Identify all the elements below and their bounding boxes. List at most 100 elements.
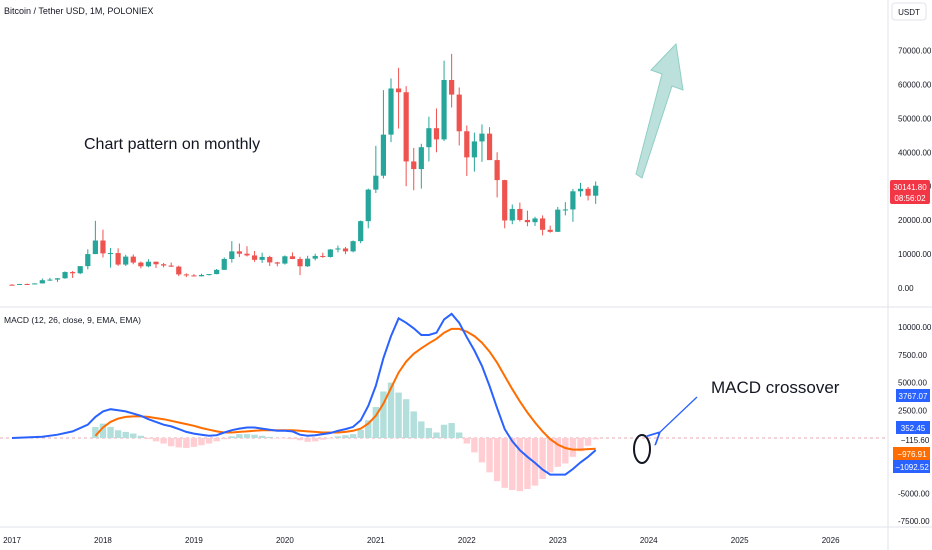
histogram-bar	[251, 434, 258, 438]
histogram-bar	[205, 438, 213, 444]
histogram-bar	[524, 438, 531, 489]
histogram-bar	[130, 433, 137, 438]
histogram-bar	[92, 426, 99, 438]
candle-body	[426, 128, 432, 148]
macd-tick-label: -5000.00	[898, 489, 930, 498]
candle-body	[555, 209, 561, 232]
candle-body	[305, 258, 311, 267]
currency-box[interactable]	[891, 2, 927, 21]
macd-value-tags: 3767.07 352.45 −115.60 −976.91 −1092.52	[893, 389, 930, 473]
candle-body	[236, 251, 242, 254]
macd-tick-label: 7500.00	[898, 351, 927, 360]
macd-tick-label: 2500.00	[898, 406, 927, 415]
candle-body	[176, 266, 182, 275]
candle-body	[92, 240, 98, 255]
last-price-value: 30141.80	[893, 183, 927, 192]
histogram-bar	[327, 438, 334, 439]
candle-body	[39, 280, 45, 284]
candle-body	[365, 189, 371, 222]
histogram-bar	[357, 429, 364, 438]
candle-body	[274, 262, 280, 264]
year-label: 2023	[549, 536, 567, 545]
macd-tag-macd: −1092.52	[895, 463, 929, 472]
histogram-bar	[418, 421, 425, 438]
candle-body	[388, 88, 394, 135]
currency-label: USDT	[898, 8, 920, 17]
candle-body	[532, 218, 538, 223]
histogram-bar	[274, 438, 281, 439]
candle-body	[358, 221, 364, 242]
projection-arrow[interactable]	[635, 42, 684, 179]
macd-tick-label: 10000.00	[898, 323, 932, 332]
candle-body	[297, 258, 303, 267]
histogram-bar	[160, 438, 167, 444]
candle-body	[145, 261, 152, 267]
candle-body	[547, 229, 553, 232]
histogram-bar	[236, 434, 243, 438]
price-tick-label: 20000.00	[898, 216, 932, 225]
candle-body	[100, 240, 106, 254]
histogram-bar	[334, 436, 342, 438]
candle-body	[229, 251, 235, 259]
candle-body	[123, 256, 129, 265]
histogram-bar	[183, 438, 190, 448]
candle-body	[267, 256, 273, 263]
candle-body	[289, 256, 296, 259]
candle-body	[593, 185, 599, 196]
time-axis[interactable]: 2017 2018 2019 2020 2021 2022 2023 2024 2025 2026	[3, 536, 840, 545]
last-price-tag: 30141.80 08:56:02	[890, 180, 930, 204]
candle-body	[251, 255, 258, 260]
histogram-bar	[152, 438, 160, 442]
histogram-bar	[493, 438, 501, 482]
candle-body	[486, 133, 493, 161]
histogram-bar	[539, 438, 546, 479]
macd-tag-hist: 352.45	[901, 424, 926, 433]
histogram-bar	[342, 435, 349, 438]
candle-body	[221, 258, 227, 270]
histogram-bar	[463, 438, 470, 444]
year-label: 2018	[94, 536, 112, 545]
histogram-bar	[99, 423, 107, 438]
symbol-title[interactable]: Bitcoin / Tether USD, 1M, POLONIEX	[4, 6, 153, 16]
price-tick-label: 50000.00	[898, 114, 932, 123]
histogram-bar	[296, 438, 304, 441]
price-tick-label: 70000.00	[898, 46, 932, 55]
macd-tag-top: 3767.07	[899, 392, 928, 401]
candle-body	[494, 160, 500, 181]
macd-crossover-annotation[interactable]: MACD crossover	[711, 378, 840, 397]
candle-body	[206, 274, 212, 276]
candle-body	[380, 134, 387, 176]
crossover-pointer-arrow	[658, 396, 698, 434]
chart-pattern-annotation[interactable]: Chart pattern on monthly	[84, 136, 260, 153]
histogram-bar	[509, 438, 516, 491]
candle-body	[153, 261, 159, 265]
candle-body	[524, 219, 531, 223]
bar-countdown: 08:56:02	[894, 194, 926, 203]
candle-body	[9, 284, 15, 286]
year-label: 2019	[185, 536, 203, 545]
histogram-bar	[387, 382, 395, 438]
candle-body	[471, 141, 477, 158]
candle-body	[24, 283, 30, 285]
year-label: 2024	[640, 536, 658, 545]
histogram-bar	[122, 431, 129, 438]
macd-indicator-label[interactable]: MACD (12, 26, close, 9, EMA, EMA)	[4, 315, 141, 325]
candle-body	[161, 264, 167, 266]
histogram-bar	[425, 428, 433, 438]
candle-body	[191, 275, 197, 277]
candle-body	[32, 283, 38, 285]
candle-body	[441, 80, 447, 140]
candle-body	[312, 255, 318, 259]
candle-body	[373, 175, 379, 190]
histogram-bar	[546, 438, 554, 473]
candle-body	[335, 248, 341, 250]
histogram-bar	[501, 438, 508, 488]
candle-body	[449, 80, 455, 95]
crossover-circle	[633, 434, 651, 464]
histogram-bar	[478, 438, 486, 463]
year-label: 2026	[822, 536, 840, 545]
price-tick-label: 0.00	[898, 284, 914, 293]
price-tick-label: 10000.00	[898, 250, 932, 259]
